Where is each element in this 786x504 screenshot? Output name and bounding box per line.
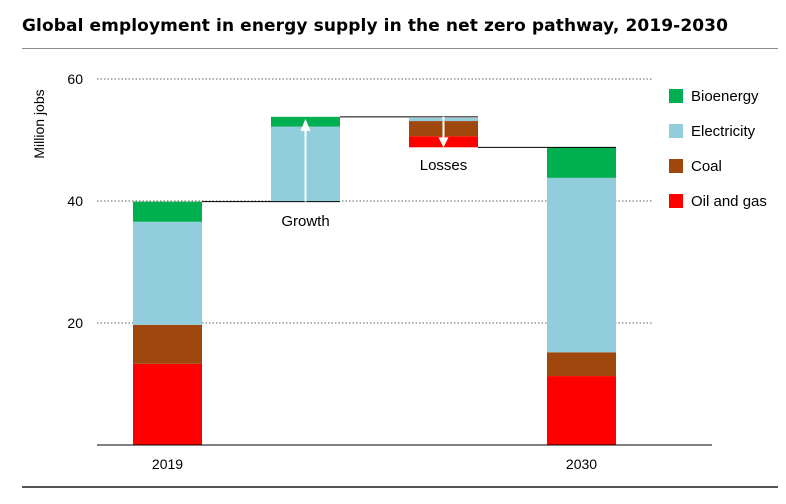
bar-segment-electricity bbox=[547, 177, 616, 353]
y-tick-label: 20 bbox=[67, 315, 83, 331]
x-tick-label: 2030 bbox=[566, 456, 597, 472]
legend-swatch-bioenergy bbox=[669, 89, 683, 103]
bar-segment-coal bbox=[133, 324, 202, 364]
bar-2019 bbox=[133, 201, 202, 445]
y-tick-label: 40 bbox=[67, 193, 83, 209]
growth-arrowhead bbox=[300, 118, 311, 131]
losses-arrowhead bbox=[438, 137, 449, 148]
legend-swatch-oil-and-gas bbox=[669, 194, 683, 208]
bar-2030 bbox=[547, 147, 616, 445]
bottom-rule bbox=[22, 486, 778, 488]
bars bbox=[133, 116, 616, 445]
annotation-growth: Growth bbox=[281, 213, 329, 230]
bar-segment-bioenergy bbox=[547, 147, 616, 178]
x-tick-label: 2019 bbox=[152, 456, 183, 472]
annotation-losses: Losses bbox=[420, 157, 468, 174]
legend-label: Electricity bbox=[691, 123, 756, 140]
legend-label: Oil and gas bbox=[691, 193, 767, 210]
connectors bbox=[202, 116, 616, 203]
y-axis-label: Million jobs bbox=[31, 89, 47, 158]
x-axis-labels: 2019 2030 bbox=[152, 456, 597, 472]
legend: Bioenergy Electricity Coal Oil and gas bbox=[669, 88, 767, 210]
chart-title: Global employment in energy supply in th… bbox=[22, 16, 729, 36]
y-tick-label: 60 bbox=[67, 71, 83, 87]
annotations: Growth Losses bbox=[281, 116, 468, 230]
legend-swatch-electricity bbox=[669, 124, 683, 138]
legend-label: Bioenergy bbox=[691, 88, 759, 105]
bar-segment-coal bbox=[547, 352, 616, 377]
title-rule bbox=[22, 48, 778, 49]
legend-swatch-coal bbox=[669, 159, 683, 173]
bar-segment-oil-and-gas bbox=[133, 363, 202, 445]
legend-label: Coal bbox=[691, 158, 722, 175]
y-axis-ticks: 20 40 60 bbox=[67, 71, 83, 331]
bar-segment-oil-and-gas bbox=[547, 376, 616, 445]
bar-segment-electricity bbox=[133, 221, 202, 325]
bar-segment-bioenergy bbox=[133, 201, 202, 222]
